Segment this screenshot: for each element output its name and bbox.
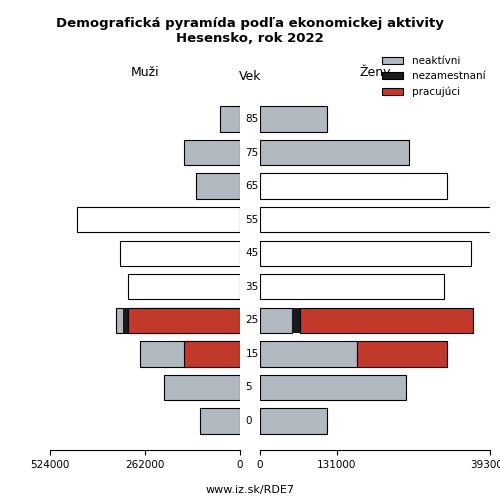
- Bar: [200, 408, 240, 434]
- Bar: [300, 308, 473, 333]
- Text: Muži: Muži: [130, 66, 160, 79]
- Bar: [140, 342, 240, 366]
- Bar: [260, 342, 356, 366]
- Text: 75: 75: [246, 148, 259, 158]
- Text: 55: 55: [246, 214, 259, 224]
- Text: 25: 25: [246, 316, 259, 326]
- Text: 45: 45: [246, 248, 259, 258]
- Bar: [164, 375, 240, 400]
- Bar: [260, 106, 328, 132]
- Bar: [184, 342, 240, 366]
- Text: 5: 5: [246, 382, 252, 392]
- Bar: [260, 308, 292, 333]
- Bar: [220, 106, 240, 132]
- Bar: [184, 140, 240, 165]
- Text: 65: 65: [246, 181, 259, 191]
- Bar: [292, 308, 300, 333]
- Text: Hesensko, rok 2022: Hesensko, rok 2022: [176, 32, 324, 46]
- Bar: [260, 375, 406, 400]
- Bar: [196, 174, 240, 199]
- Text: Vek: Vek: [239, 70, 261, 82]
- Bar: [128, 274, 240, 299]
- Bar: [260, 174, 448, 199]
- Text: 35: 35: [246, 282, 259, 292]
- Bar: [120, 240, 240, 266]
- Text: Demografická pyramída podľa ekonomickej aktivity: Demografická pyramída podľa ekonomickej …: [56, 18, 444, 30]
- Bar: [356, 342, 448, 366]
- Bar: [77, 207, 240, 232]
- Bar: [260, 207, 500, 232]
- Bar: [184, 342, 240, 366]
- Bar: [260, 240, 470, 266]
- Bar: [260, 274, 444, 299]
- Text: 15: 15: [246, 349, 259, 359]
- Text: www.iz.sk/RDE7: www.iz.sk/RDE7: [206, 485, 294, 495]
- Bar: [116, 308, 240, 333]
- Text: 85: 85: [246, 114, 259, 124]
- Bar: [123, 308, 240, 333]
- Text: Ženy: Ženy: [359, 64, 391, 79]
- Legend: neaktívni, nezamestnaní, pracujúci: neaktívni, nezamestnaní, pracujúci: [378, 52, 490, 102]
- Text: 0: 0: [246, 416, 252, 426]
- Bar: [260, 408, 328, 434]
- Bar: [128, 308, 240, 333]
- Bar: [260, 140, 409, 165]
